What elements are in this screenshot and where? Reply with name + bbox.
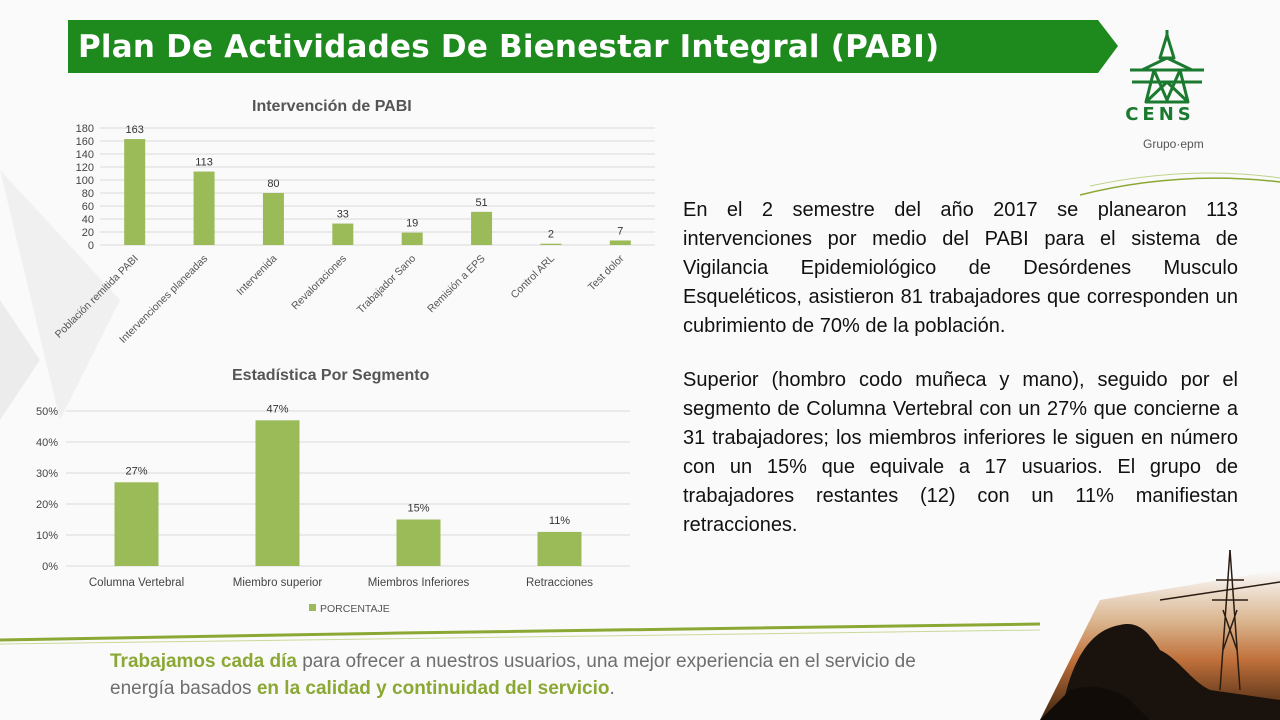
chart1-category-label: Remisión a EPS [425,253,488,316]
chart1-bar [332,223,354,245]
chart2-category-label: Retracciones [526,577,593,589]
chart1-bar [540,243,562,245]
chart2-bar [255,420,300,566]
sunset-power-tower-photo [1040,549,1280,720]
chart1-ytick-label: 0 [88,240,94,252]
chart1-category-label: Control ARL [509,253,558,302]
page-title: Plan De Actividades De Bienestar Integra… [78,28,940,65]
chart1-category-label: Revaloraciones [289,253,349,313]
chart1-data-label: 163 [126,124,144,136]
chart1-bar [124,139,146,245]
chart2-bar [114,482,159,566]
logo-subtitle: Grupo·epm [1143,137,1204,151]
footer-slogan: Trabajamos cada día para ofrecer a nuest… [110,648,950,702]
chart2-category-label: Columna Vertebral [89,577,184,589]
paragraph-intro: En el 2 semestre del año 2017 se planear… [683,199,1238,337]
chart1-bar [193,171,215,245]
chart1-data-label: 7 [617,225,623,237]
chart1-data-label: 19 [406,218,418,230]
chart2-ytick-label: 40% [36,437,58,449]
chart2-ytick-label: 10% [36,530,58,542]
chart1-ytick-label: 120 [76,162,94,174]
chart1-ytick-label: 140 [76,149,94,161]
footer-text-2: . [609,678,615,699]
chart2-legend-swatch [309,604,316,611]
chart2-legend-label: PORCENTAJE [320,603,390,615]
chart1-bar [471,211,493,245]
chart2-category-label: Miembros Inferiores [368,577,470,589]
title-banner: Plan De Actividades De Bienestar Integra… [68,20,1118,73]
chart1-ytick-label: 160 [76,136,94,148]
chart2-data-label: 11% [549,515,570,527]
chart2-category-label: Miembro superior [233,577,323,589]
chart1-data-label: 2 [548,229,554,241]
chart1-bar [609,240,631,245]
chart2-data-label: 15% [407,503,429,515]
cens-tower-logo-icon [1130,30,1204,104]
chart2-ytick-label: 30% [36,468,58,480]
chart-estadistica-segmento: 0% 10% 20% 30% 40% 50% 27% Columna Vertebral 47%… [36,403,630,615]
chart1-bar [262,193,284,245]
chart2-bar [396,519,441,566]
chart1-ytick-label: 40 [82,214,94,226]
chart1-category-label: Intervenida [234,253,279,298]
chart1-data-label: 80 [267,178,279,190]
footer-text-1: para ofrecer a nuestros usuarios, una me… [110,651,916,699]
chart1-category-label: Test dolor [586,252,627,293]
chart2-data-label: 27% [125,465,147,477]
chart2-ytick-label: 20% [36,499,58,511]
logo-wordmark: CENS [1125,104,1195,125]
chart2-ytick-label: 0% [42,561,58,573]
chart2-data-label: 47% [266,403,288,415]
chart2-title: Estadística Por Segmento [232,367,430,384]
chart1-data-label: 113 [195,157,213,169]
chart1-bar [401,232,423,245]
chart1-ytick-label: 100 [76,175,94,187]
chart2-ytick-label: 50% [36,406,58,418]
chart1-data-label: 33 [337,209,349,221]
chart2-bar [537,531,582,566]
footer-bold-1: Trabajamos cada día [110,651,297,672]
paragraph-segments: Superior (hombro codo muñeca y mano), se… [683,369,1238,536]
chart1-ytick-label: 80 [82,188,94,200]
chart1-ytick-label: 60 [82,201,94,213]
chart1-category-label: Trabajador Sano [355,253,419,317]
chart1-data-label: 51 [475,197,487,209]
chart1-title: Intervención de PABI [252,98,412,115]
chart1-ytick-label: 20 [82,227,94,239]
footer-bold-2: en la calidad y continuidad del servicio [256,678,610,699]
chart1-ytick-label: 180 [76,123,94,135]
